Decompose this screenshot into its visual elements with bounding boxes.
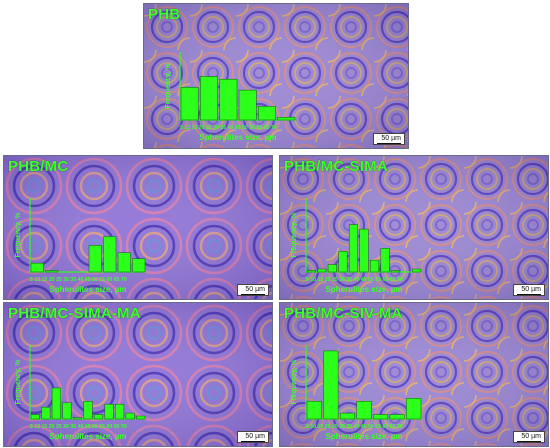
micrograph-panel-phb-mc-sima-ma: PHB/MC-SIMA-MA Frequency, % 5 10 15 20 25… <box>3 302 273 447</box>
histogram-bar <box>94 414 104 420</box>
histogram-bar <box>125 412 135 420</box>
histogram-bar <box>180 87 199 121</box>
histogram-bar <box>115 403 125 420</box>
histogram-bar <box>380 248 390 273</box>
panel-label: PHB/MC-SIMA-MA <box>8 305 141 322</box>
histogram-bar <box>30 262 44 273</box>
histogram-bar <box>356 400 372 420</box>
histogram-bar <box>45 270 59 273</box>
histogram-bar <box>391 270 401 273</box>
panel-label: PHB/MC <box>8 158 69 175</box>
x-tick-labels: 5 10 15 20 25 30 35 40 45 50 55 60 65 70 <box>306 277 403 283</box>
panel-label: PHB <box>148 6 181 23</box>
histogram-bar <box>132 258 146 273</box>
x-axis-label: Spherulites size, µm <box>325 432 402 441</box>
y-axis-label: Frequency, % <box>15 359 22 405</box>
micrograph-background <box>4 303 272 446</box>
panel-label: PHB/MC-SIV-MA <box>284 305 403 322</box>
histogram-bar <box>30 414 40 420</box>
histogram-bar <box>83 400 93 420</box>
histogram-bar <box>72 417 82 420</box>
histogram-bar <box>406 398 422 420</box>
scale-bar: 50 µm <box>513 431 545 443</box>
panel-label: PHB/MC-SIMA <box>284 158 388 175</box>
histogram-bar <box>306 270 316 273</box>
histogram-bar <box>104 403 114 420</box>
scale-bar: 50 µm <box>237 431 269 443</box>
histogram-bar <box>306 400 322 420</box>
micrograph-background <box>144 4 408 148</box>
scale-bar-label: 50 µm <box>521 433 541 440</box>
histogram-bar <box>238 89 257 121</box>
x-tick-labels: 5 10 15 20 25 30 35 40 45 50 55 60 65 70 <box>306 424 403 430</box>
histogram-bar <box>51 387 61 420</box>
histogram-bar <box>258 106 276 121</box>
histogram-bar <box>117 252 131 273</box>
scale-bar: 50 µm <box>373 133 405 145</box>
histogram-bar <box>339 412 355 420</box>
histogram: Frequency, % 5 10 15 20 25 30 35 40 45 50… <box>15 198 146 294</box>
histogram: Frequency, % 5 10 15 20 25 30 35 40 45 50… <box>291 345 422 441</box>
histogram: Frequency, % 5 10 15 20 25 30 35 40 45 50… <box>165 52 296 142</box>
histogram: Frequency, % 5 10 15 20 25 30 35 40 45 50… <box>291 198 422 294</box>
micrograph-background <box>280 156 548 299</box>
histogram-bar <box>219 78 238 121</box>
y-axis-label: Frequency, % <box>291 212 298 258</box>
scale-bar-label: 50 µm <box>245 286 265 293</box>
histogram-bar <box>323 350 339 420</box>
scale-bar-label: 50 µm <box>381 135 401 142</box>
y-axis-label: Frequency, % <box>165 63 172 109</box>
y-axis-label: Frequency, % <box>291 359 298 405</box>
histogram-bar <box>277 117 296 121</box>
histogram-bar <box>136 415 146 420</box>
histogram-bar <box>88 245 102 273</box>
histogram-bar <box>412 268 422 273</box>
histogram-bar <box>317 268 327 273</box>
histogram: Frequency, % 5 10 15 20 25 30 35 40 45 50… <box>15 345 146 441</box>
x-tick-labels: 5 10 15 20 25 30 35 40 45 50 55 60 65 70 <box>30 277 127 283</box>
scale-bar: 50 µm <box>237 284 269 296</box>
histogram-bar <box>389 414 405 420</box>
histogram-bar <box>327 264 337 273</box>
x-tick-labels: 5 10 15 20 25 30 35 40 45 50 55 60 65 70 <box>180 125 277 131</box>
micrograph-panel-phb-mc-sima: PHB/MC-SIMA Frequency, % 5 10 15 20 25 30… <box>279 155 549 300</box>
x-axis-label: Spherulites size, µm <box>49 432 126 441</box>
histogram-bar <box>373 414 389 420</box>
micrograph-panel-phb-mc-siv-ma: PHB/MC-SIV-MA Frequency, % 5 10 15 20 25 … <box>279 302 549 447</box>
micrograph-background <box>4 156 272 299</box>
histogram-bar <box>359 228 369 273</box>
x-axis-label: Spherulites size, µm <box>325 285 402 294</box>
micrograph-panel-phb: PHB Frequency, % 5 10 15 20 25 30 35 40 4… <box>143 3 409 149</box>
histogram-bar <box>103 236 117 273</box>
histogram-bar <box>370 259 380 273</box>
scale-bar: 50 µm <box>513 284 545 296</box>
histogram-bar <box>348 224 358 273</box>
histogram-bar <box>62 402 72 420</box>
scale-bar-label: 50 µm <box>521 286 541 293</box>
scale-bar-label: 50 µm <box>245 433 265 440</box>
histogram-bar <box>338 251 348 273</box>
histogram-bar <box>41 406 51 420</box>
x-tick-labels: 5 10 15 20 25 30 35 40 45 50 55 60 65 70 <box>30 424 127 430</box>
y-axis-label: Frequency, % <box>15 212 22 258</box>
micrograph-panel-phb-mc: PHB/MC Frequency, % 5 10 15 20 25 30 35 4… <box>3 155 273 300</box>
histogram-bar <box>200 76 218 121</box>
x-axis-label: Spherulites size, µm <box>49 285 126 294</box>
x-axis-label: Spherulites size, µm <box>199 133 276 142</box>
